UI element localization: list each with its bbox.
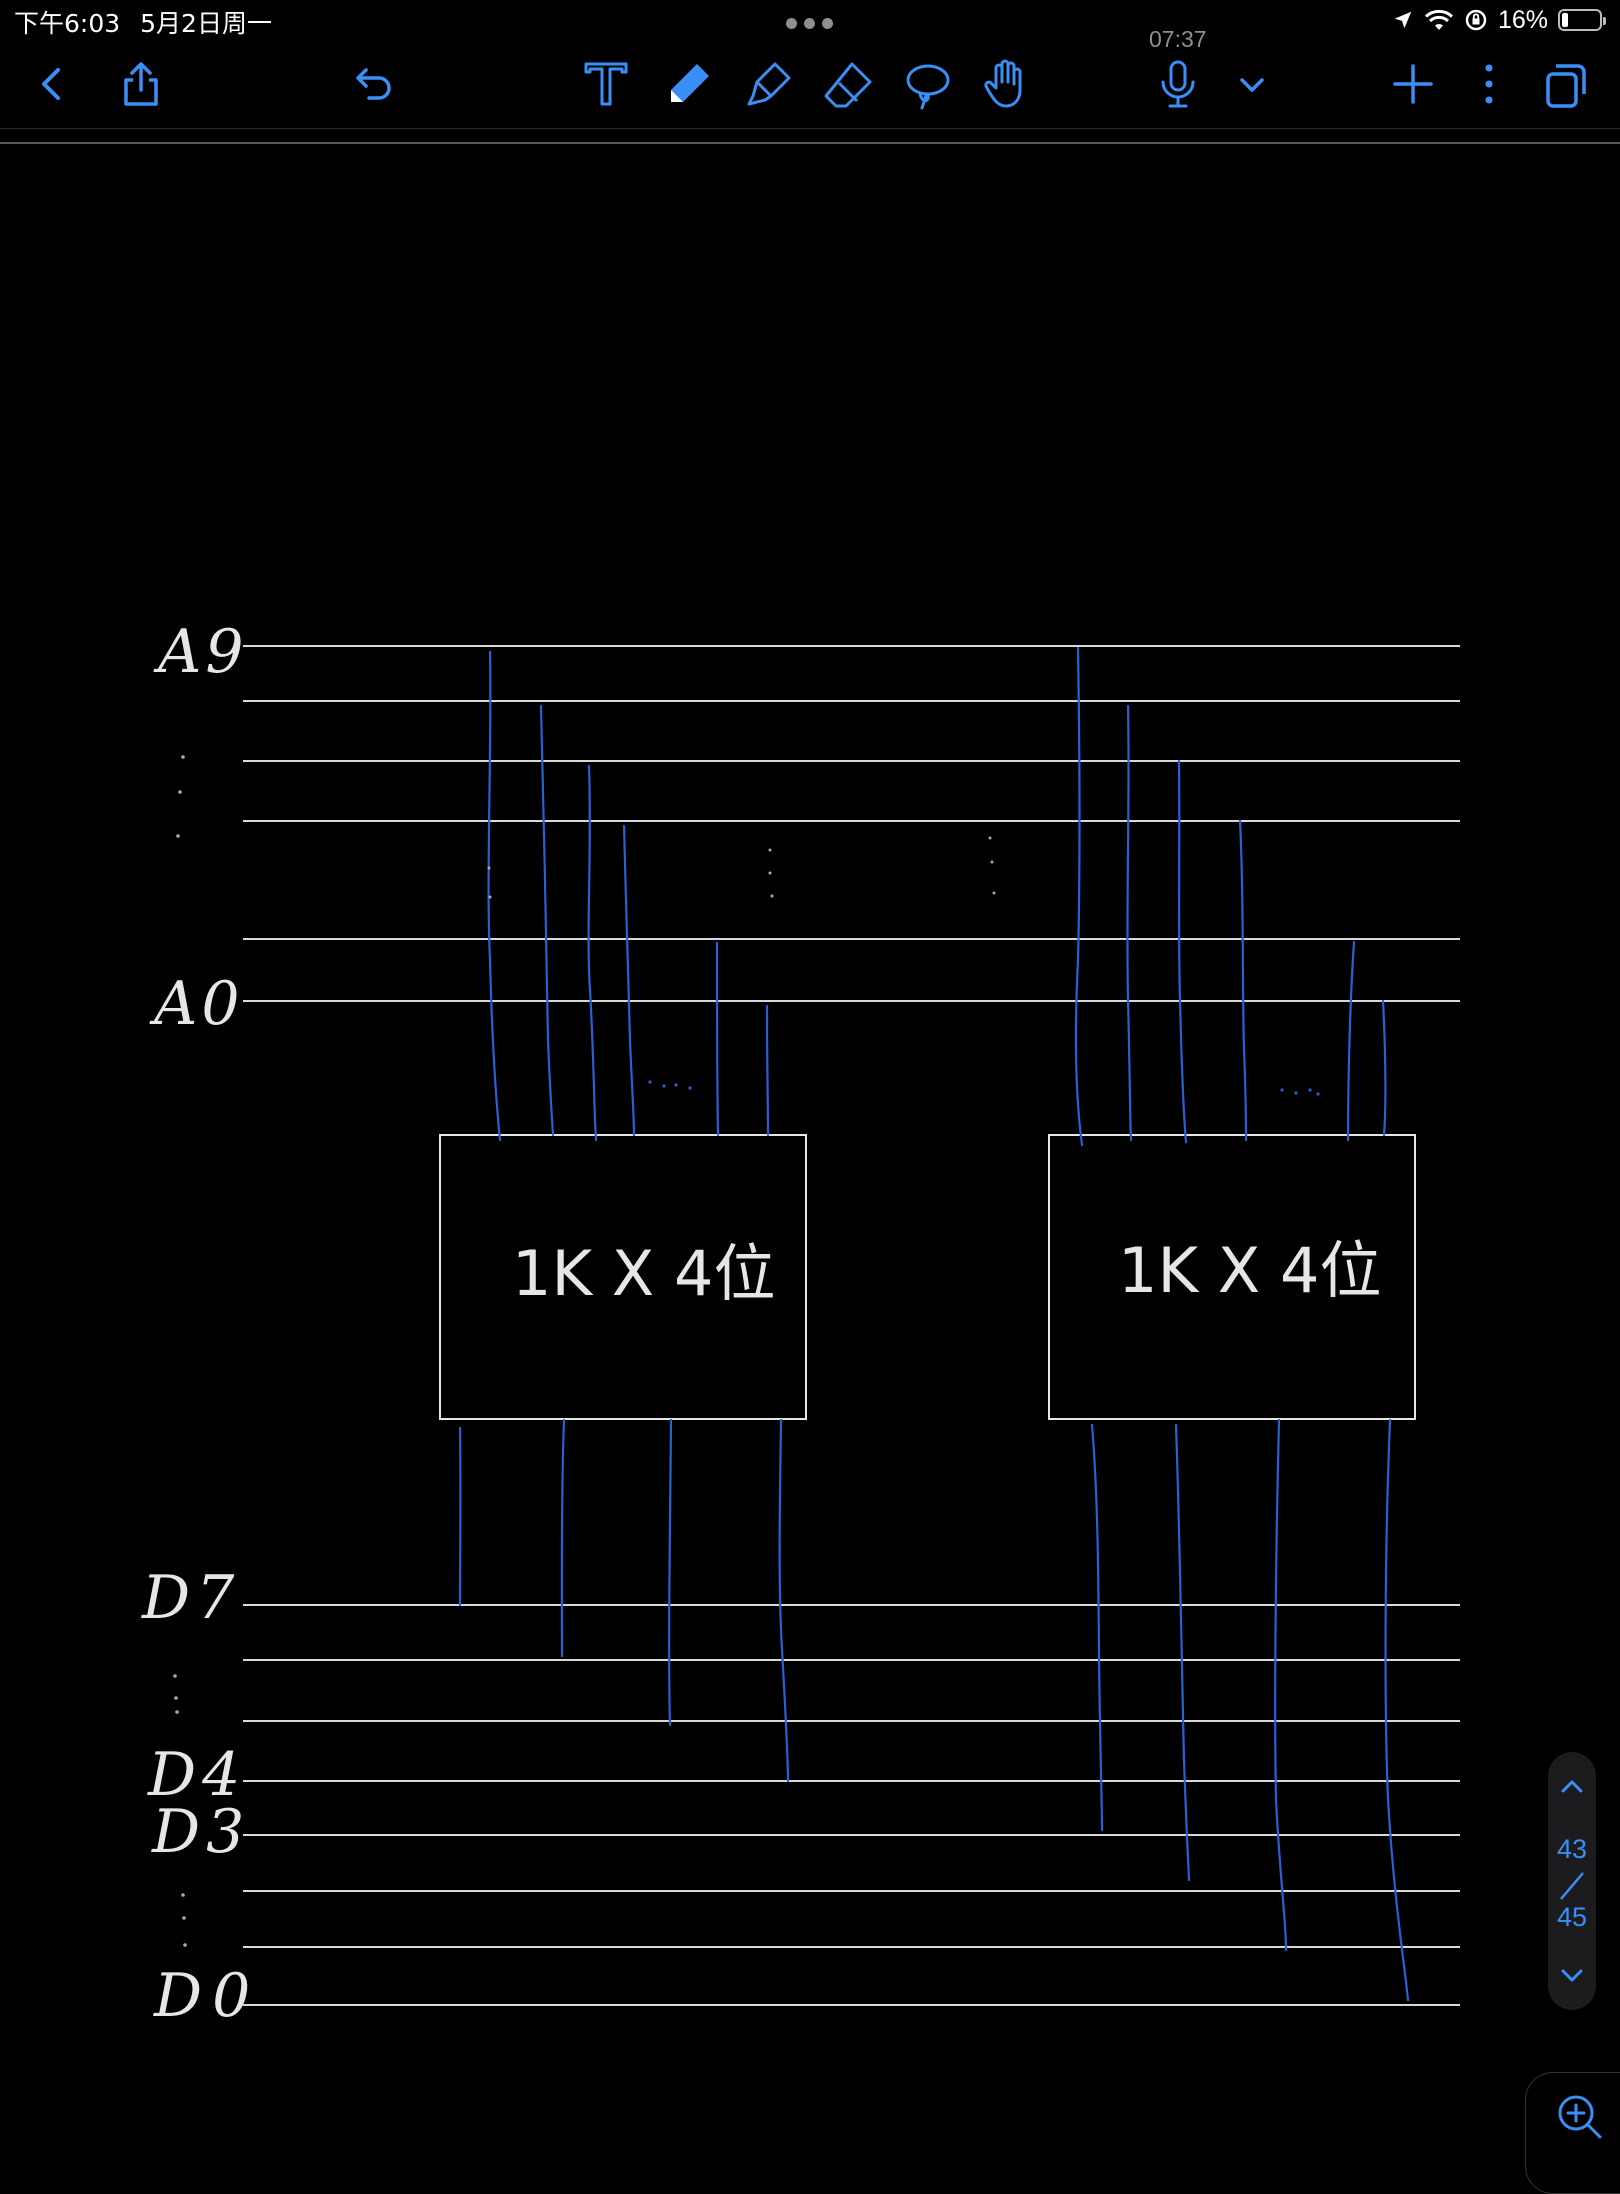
memory-chip-2 (1048, 1134, 1416, 1420)
highlighter-button[interactable] (733, 48, 805, 120)
more-button[interactable] (1453, 48, 1525, 120)
multitasking-dots-icon[interactable] (786, 18, 834, 30)
status-time: 下午6:03 (14, 9, 121, 38)
wires-chip-2 (1074, 646, 1410, 2002)
hand-icon (984, 59, 1022, 108)
zoom-in-icon (1558, 2095, 1602, 2139)
chevron-down-icon (1240, 78, 1264, 92)
battery-icon (1558, 9, 1606, 31)
back-button[interactable] (16, 48, 88, 120)
label-d0: D0 (153, 1961, 260, 2031)
status-indicators: 16% (1392, 4, 1606, 36)
share-button[interactable] (105, 48, 177, 120)
highlighter-icon (747, 62, 791, 106)
zoom-button[interactable] (1525, 2072, 1620, 2194)
ellipsis-marks (173, 755, 996, 1947)
next-page-button[interactable] (1548, 1952, 1596, 2000)
wifi-icon (1424, 9, 1453, 30)
status-time-date: 下午6:03 5月2日周一 (14, 4, 292, 40)
address-bus-lines (243, 645, 1460, 1002)
battery-percent: 16% (1497, 5, 1548, 34)
lasso-icon (906, 64, 950, 110)
pen-tool-button[interactable] (653, 48, 725, 120)
location-icon (1394, 11, 1412, 29)
undo-icon (356, 68, 391, 100)
prev-page-button[interactable] (1548, 1762, 1596, 1810)
label-d4: D4 (147, 1740, 246, 1810)
chip2-label: 1K X 4位 (1118, 1234, 1381, 1307)
label-a0: A0 (149, 969, 244, 1039)
lasso-button[interactable] (892, 48, 964, 120)
share-icon (124, 62, 158, 106)
chevron-down-icon (1561, 1969, 1583, 1982)
page-separator (1560, 1872, 1584, 1900)
microphone-button[interactable] (1142, 48, 1214, 120)
recording-dropdown-button[interactable] (1216, 48, 1288, 120)
wire-ellipsis (648, 1080, 1320, 1096)
pen-tool-icon (671, 64, 709, 102)
memory-chip-1 (439, 1134, 807, 1420)
more-icon (1485, 64, 1493, 104)
label-d3: D3 (151, 1797, 250, 1867)
microphone-icon (1161, 60, 1195, 108)
pages-icon (1546, 64, 1586, 108)
undo-button[interactable] (337, 48, 409, 120)
orientation-lock-icon (1465, 9, 1487, 31)
eraser-icon (824, 62, 872, 108)
text-tool-icon (584, 62, 628, 106)
chevron-up-icon (1561, 1780, 1583, 1793)
status-bar: 下午6:03 5月2日周一 16% (0, 0, 1620, 40)
label-d7: D7 (141, 1563, 240, 1633)
page-navigator: 43 45 (1548, 1752, 1596, 2010)
chip1-label: 1K X 4位 (512, 1237, 775, 1310)
text-tool-button[interactable] (570, 48, 642, 120)
chevron-left-icon (42, 68, 60, 100)
eraser-button[interactable] (812, 48, 884, 120)
current-page: 43 (1556, 1834, 1588, 1864)
hand-tool-button[interactable] (970, 48, 1042, 120)
recording-time: 07:37 (1149, 26, 1207, 52)
pages-button[interactable] (1530, 48, 1602, 120)
total-pages: 45 (1556, 1902, 1588, 1932)
wires-chip-1 (458, 650, 790, 1783)
page-top-edge (0, 142, 1620, 144)
label-a9: A9 (153, 617, 248, 687)
plus-icon (1393, 64, 1433, 104)
toolbar (0, 40, 1620, 128)
data-bus-lines (243, 1604, 1460, 2006)
add-button[interactable] (1377, 48, 1449, 120)
toolbar-divider (0, 128, 1620, 129)
status-date: 5月2日周一 (140, 9, 272, 38)
